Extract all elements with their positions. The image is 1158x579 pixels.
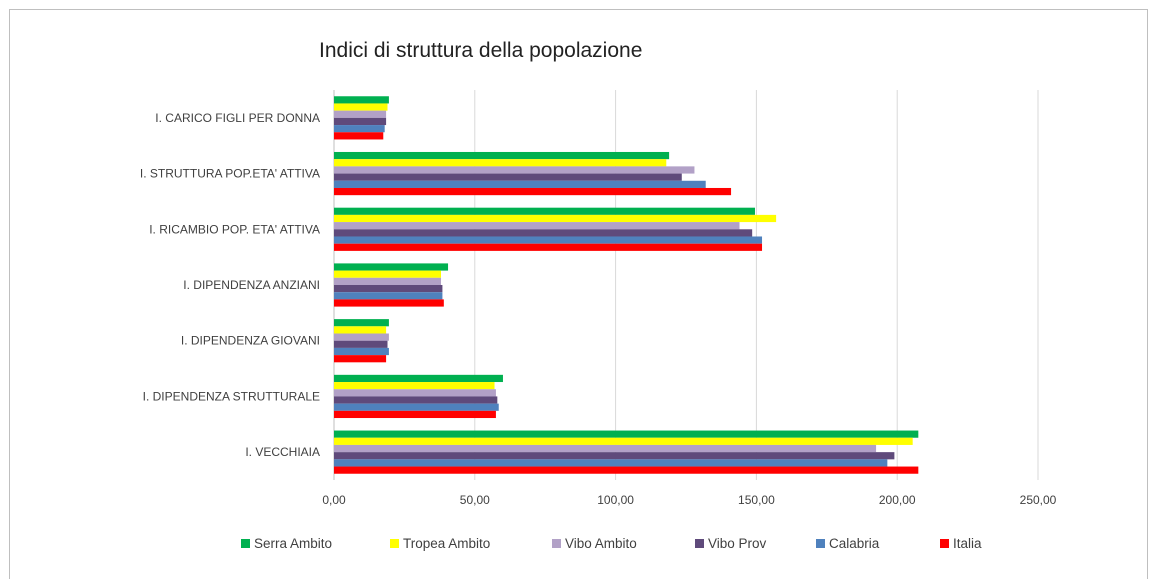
legend-label: Vibo Ambito xyxy=(565,536,637,551)
x-tick-label: 100,00 xyxy=(597,493,634,507)
bar xyxy=(334,187,732,196)
legend: Serra Ambito Tropea Ambito Vibo Ambito Vibo… xyxy=(241,536,982,551)
bars xyxy=(334,96,919,474)
bar xyxy=(334,292,443,300)
x-tick-label: 250,00 xyxy=(1020,493,1057,507)
bar xyxy=(334,151,670,160)
bar xyxy=(334,459,888,467)
bar xyxy=(334,333,389,341)
bar xyxy=(334,452,895,460)
bar xyxy=(334,444,877,453)
category-label: I. CARICO FIGLI PER DONNA xyxy=(155,111,320,125)
bar xyxy=(334,277,442,285)
bar xyxy=(334,180,706,188)
bar xyxy=(334,389,496,397)
bar xyxy=(334,110,387,118)
bar xyxy=(334,103,388,111)
legend-swatch xyxy=(390,539,399,548)
bar-chart: Indici di struttura della popolazione I.… xyxy=(140,39,1057,551)
legend-swatch xyxy=(816,539,825,548)
bar xyxy=(334,132,384,140)
x-tick-label: 50,00 xyxy=(460,493,490,507)
legend-label: Vibo Prov xyxy=(708,536,767,551)
legend-label: Serra Ambito xyxy=(254,536,332,551)
category-label: I. DIPENDENZA GIOVANI xyxy=(181,334,320,348)
bar xyxy=(334,355,387,363)
legend-label: Calabria xyxy=(829,536,880,551)
x-tick-label: 200,00 xyxy=(879,493,916,507)
category-label: I. VECCHIAIA xyxy=(245,445,320,459)
bar xyxy=(334,437,913,445)
x-tick-label: 150,00 xyxy=(738,493,775,507)
bar xyxy=(334,319,389,327)
bar xyxy=(334,263,449,271)
bar xyxy=(334,374,503,383)
bar xyxy=(334,410,496,419)
legend-swatch xyxy=(552,539,561,548)
bar xyxy=(334,159,667,167)
bar xyxy=(334,166,695,174)
chart-title: Indici di struttura della popolazione xyxy=(319,39,642,62)
bar xyxy=(334,243,763,251)
category-labels: I. CARICO FIGLI PER DONNA I. STRUTTURA PO… xyxy=(140,111,320,459)
bar xyxy=(334,285,443,293)
bar xyxy=(334,173,682,181)
legend-swatch xyxy=(940,539,949,548)
category-label: I. DIPENDENZA STRUTTURALE xyxy=(143,389,320,403)
category-label: I. DIPENDENZA ANZIANI xyxy=(183,278,320,292)
chart-frame: Indici di struttura della popolazione I.… xyxy=(9,9,1148,579)
x-axis-tick-labels: 0,00 50,00 100,00 150,00 200,00 250,00 xyxy=(322,493,1056,507)
bar xyxy=(334,125,385,133)
bar xyxy=(334,117,387,126)
category-label: I. RICAMBIO POP. ETA' ATTIVA xyxy=(149,222,320,236)
bar xyxy=(334,326,387,334)
bar xyxy=(334,340,388,348)
legend-swatch xyxy=(695,539,704,548)
bar xyxy=(334,466,919,474)
bar xyxy=(334,396,498,404)
bar xyxy=(334,382,495,390)
legend-swatch xyxy=(241,539,250,548)
bar xyxy=(334,236,763,244)
bar xyxy=(334,347,389,356)
bar xyxy=(334,430,919,438)
bar xyxy=(334,222,740,230)
bar xyxy=(334,207,755,215)
bar xyxy=(334,403,499,411)
bar xyxy=(334,299,444,307)
x-tick-label: 0,00 xyxy=(322,493,346,507)
legend-label: Italia xyxy=(953,536,982,551)
bar xyxy=(334,229,753,237)
bar xyxy=(334,270,442,278)
legend-label: Tropea Ambito xyxy=(403,536,490,551)
bar xyxy=(334,214,777,223)
bar xyxy=(334,96,389,104)
category-label: I. STRUTTURA POP.ETA' ATTIVA xyxy=(140,167,320,181)
